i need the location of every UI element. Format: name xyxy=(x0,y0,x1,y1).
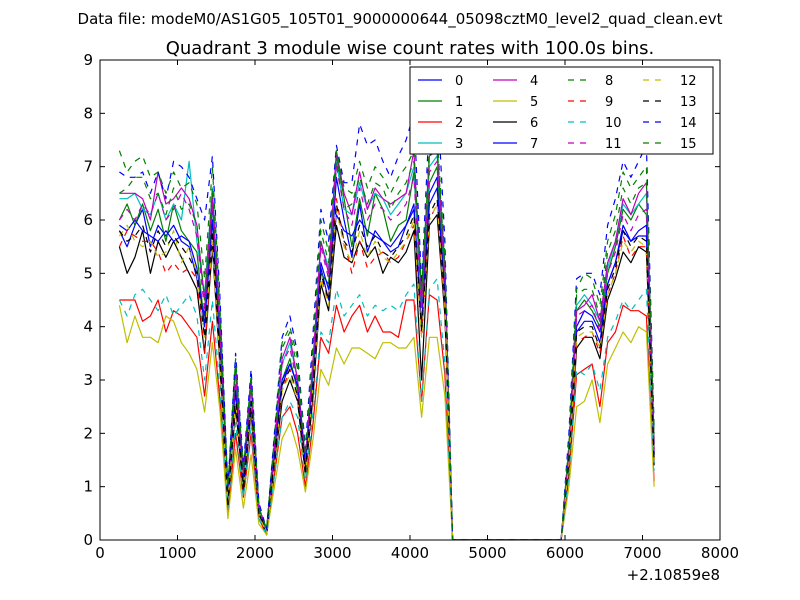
legend-label: 3 xyxy=(455,137,463,152)
axes: 0 1000 2000 3000 4000 5000 6000 7000 80000123456… xyxy=(83,51,739,584)
y-tick-label: 4 xyxy=(83,318,93,336)
y-tick-label: 9 xyxy=(83,51,93,69)
legend-label: 8 xyxy=(605,74,613,89)
legend-label: 5 xyxy=(530,95,538,110)
series-line-5 xyxy=(118,305,655,540)
x-tick-label: 4000 xyxy=(391,544,429,562)
series-line-11 xyxy=(118,160,655,540)
y-tick-label: 5 xyxy=(83,264,93,282)
x-tick-label: 0 xyxy=(95,544,105,562)
legend-label: 2 xyxy=(455,116,463,131)
y-tick-label: 6 xyxy=(83,211,93,229)
legend-label: 1 xyxy=(455,95,463,110)
y-tick-label: 3 xyxy=(83,371,93,389)
series-line-10 xyxy=(118,278,655,540)
legend-label: 13 xyxy=(680,95,697,110)
x-tick-label: 8000 xyxy=(701,544,739,562)
x-offset-label: +2.10859e8 xyxy=(627,566,720,584)
legend-label: 0 xyxy=(455,74,463,89)
figure-suptitle: Data file: modeM0/AS1G05_105T01_90000006… xyxy=(78,10,723,29)
legend-label: 14 xyxy=(680,116,697,131)
y-tick-label: 8 xyxy=(83,104,93,122)
y-tick-label: 1 xyxy=(83,478,93,496)
x-tick-label: 6000 xyxy=(546,544,584,562)
y-tick-label: 7 xyxy=(83,158,93,176)
x-tick-label: 5000 xyxy=(468,544,506,562)
legend-label: 6 xyxy=(530,116,538,131)
legend-label: 7 xyxy=(530,137,538,152)
series-line-13 xyxy=(118,198,655,540)
series-line-15 xyxy=(118,134,655,540)
series-line-14 xyxy=(119,91,655,540)
series-group xyxy=(118,91,655,540)
legend-label: 9 xyxy=(605,95,613,110)
legend-label: 4 xyxy=(530,74,538,89)
x-tick-label: 3000 xyxy=(313,544,351,562)
legend-label: 15 xyxy=(680,137,697,152)
x-tick-label: 7000 xyxy=(623,544,661,562)
y-tick-label: 0 xyxy=(83,531,93,549)
chart-title: Quadrant 3 module wise count rates with … xyxy=(166,38,655,59)
legend-label: 12 xyxy=(680,74,697,89)
x-tick-label: 1000 xyxy=(158,544,196,562)
legend-label: 10 xyxy=(605,116,622,131)
x-tick-label: 2000 xyxy=(236,544,274,562)
legend-label: 11 xyxy=(605,137,622,152)
series-line-12 xyxy=(118,203,655,540)
y-tick-label: 2 xyxy=(83,424,93,442)
legend-box xyxy=(409,66,714,155)
